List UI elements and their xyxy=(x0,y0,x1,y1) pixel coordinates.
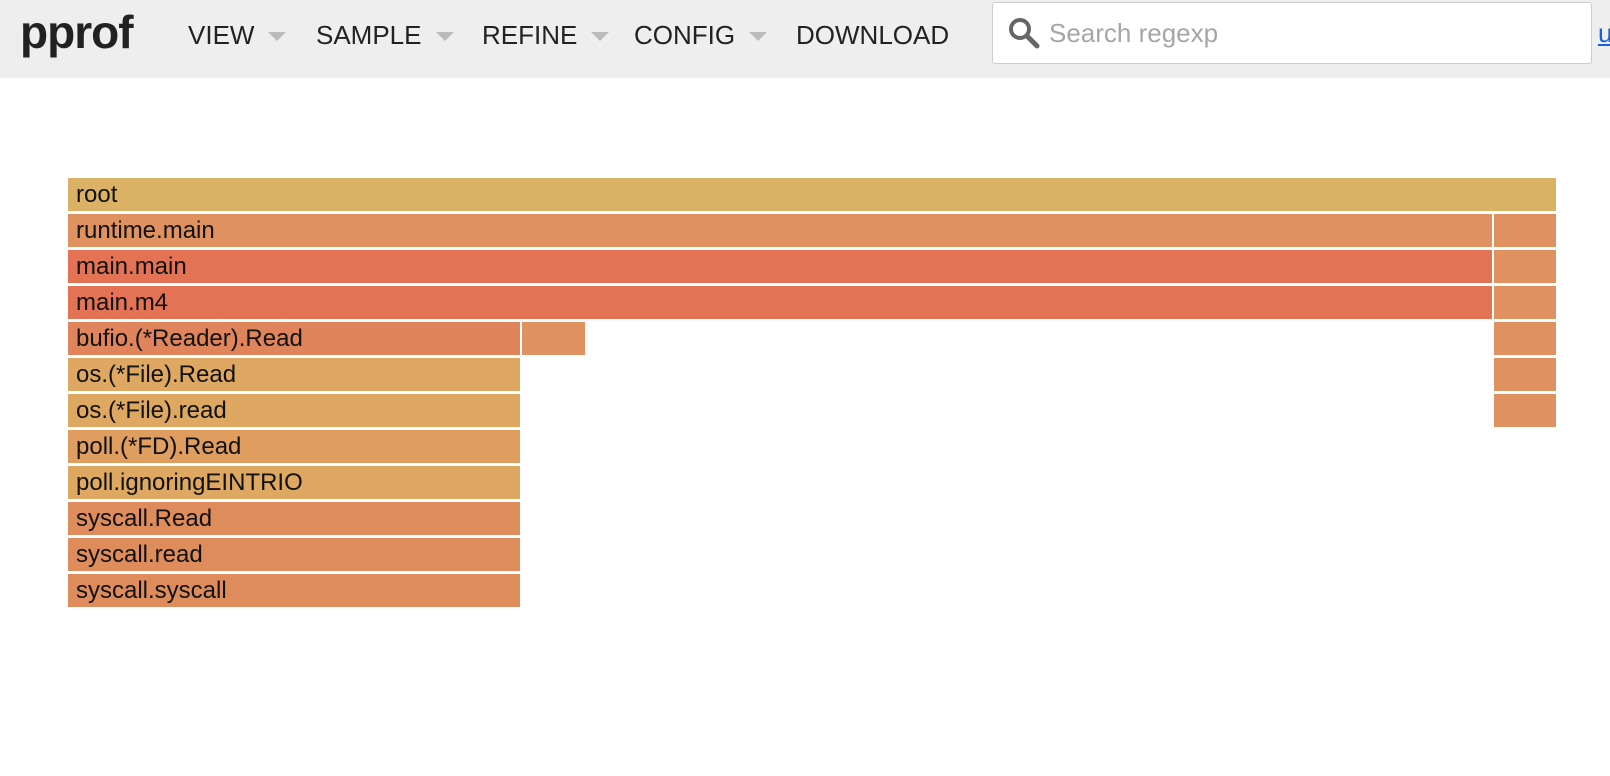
chevron-down-icon xyxy=(749,31,768,41)
menu-refine-label: REFINE xyxy=(482,19,578,50)
menu-download[interactable]: DOWNLOAD xyxy=(796,20,949,50)
flame-frame[interactable] xyxy=(1493,214,1558,249)
flame-frame[interactable]: syscall.Read xyxy=(68,502,523,537)
search-box xyxy=(992,2,1592,64)
flame-frame[interactable] xyxy=(522,322,587,357)
chevron-down-icon xyxy=(435,31,454,41)
menu-sample[interactable]: SAMPLE xyxy=(316,20,454,50)
flame-frame[interactable]: poll.(*FD).Read xyxy=(68,430,523,465)
chevron-down-icon xyxy=(268,31,287,41)
menu-sample-label: SAMPLE xyxy=(316,19,422,50)
flame-frame[interactable]: os.(*File).read xyxy=(68,394,523,429)
flame-frame[interactable]: root xyxy=(68,178,1558,213)
flame-frame[interactable]: syscall.read xyxy=(68,538,523,573)
flame-frame[interactable] xyxy=(1493,394,1558,429)
flame-frame[interactable] xyxy=(1493,322,1558,357)
flame-frame[interactable] xyxy=(1493,250,1558,285)
menu-config[interactable]: CONFIG xyxy=(634,19,768,50)
flame-frame[interactable] xyxy=(1493,286,1558,321)
flame-frame[interactable]: os.(*File).Read xyxy=(68,358,523,393)
top-toolbar: pprof VIEW SAMPLE REFINE CONFIG DOWNLOAD… xyxy=(0,0,1610,78)
menu-config-label: CONFIG xyxy=(634,19,736,50)
flame-frame[interactable]: main.m4 xyxy=(68,286,1494,321)
flame-frame[interactable] xyxy=(1493,358,1558,393)
flame-frame[interactable]: syscall.syscall xyxy=(68,574,523,609)
chevron-down-icon xyxy=(591,31,610,41)
menu-download-label: DOWNLOAD xyxy=(796,19,950,50)
user-link[interactable]: u xyxy=(1598,18,1610,48)
flame-frame[interactable]: main.main xyxy=(68,250,1494,285)
search-icon xyxy=(1009,18,1040,49)
menu-view-label: VIEW xyxy=(188,19,255,50)
flame-frame[interactable]: runtime.main xyxy=(68,214,1494,249)
search-input[interactable] xyxy=(1049,11,1569,55)
flame-frame[interactable]: bufio.(*Reader).Read xyxy=(68,322,523,357)
menu-view[interactable]: VIEW xyxy=(188,19,287,50)
pprof-logo[interactable]: pprof xyxy=(20,6,134,58)
flame-frame[interactable]: poll.ignoringEINTRIO xyxy=(68,466,523,501)
menu-refine[interactable]: REFINE xyxy=(482,19,610,50)
